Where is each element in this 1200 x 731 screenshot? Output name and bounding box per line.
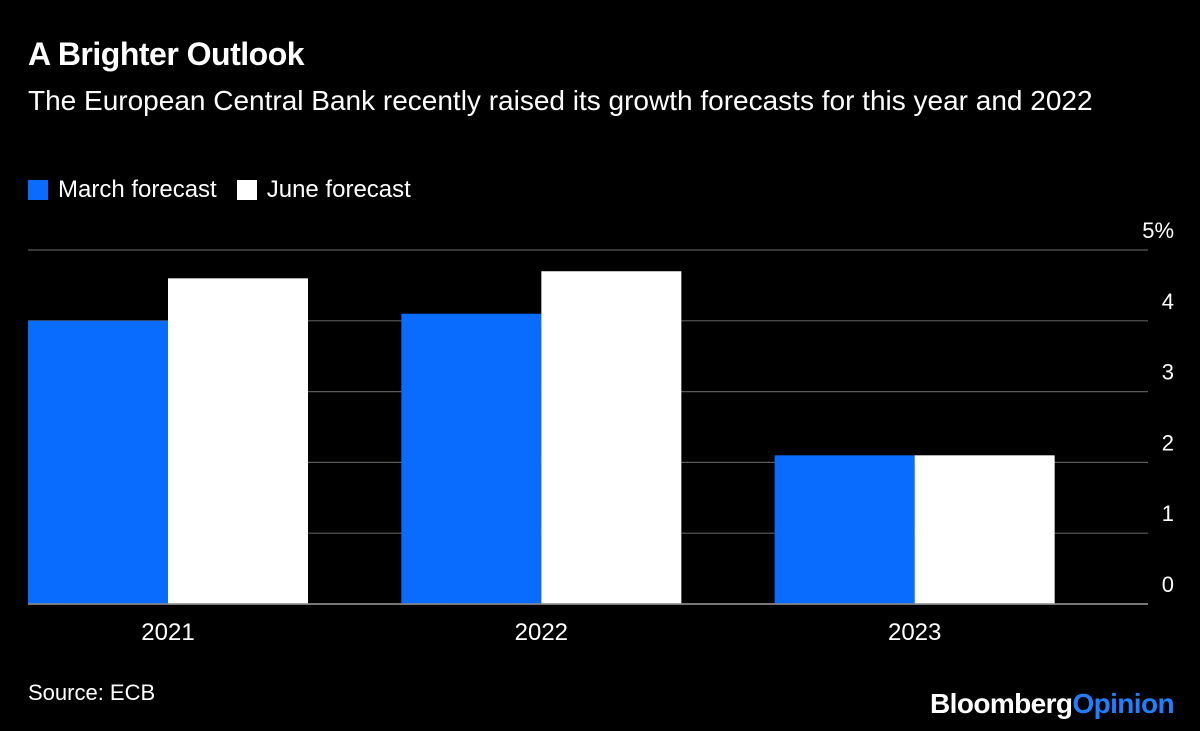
y-tick-label-0: 0 xyxy=(1162,572,1174,597)
source-note: Source: ECB xyxy=(28,680,156,705)
bar-june-2022 xyxy=(541,271,682,604)
y-tick-label-4: 4 xyxy=(1162,289,1174,314)
legend: March forecast June forecast xyxy=(28,176,431,204)
legend-label-march: March forecast xyxy=(58,176,217,203)
bar-march-2021 xyxy=(28,320,168,604)
x-tick-label-2021: 2021 xyxy=(141,619,194,646)
legend-item-june: June forecast xyxy=(236,176,411,204)
chart-subtitle: The European Central Bank recently raise… xyxy=(28,85,1093,116)
y-tick-label-3: 3 xyxy=(1162,360,1174,385)
x-tick-label-2022: 2022 xyxy=(515,619,568,646)
legend-swatch-june xyxy=(236,180,257,200)
bar-march-2022 xyxy=(401,313,542,604)
brand-logo-bloomberg: Bloomberg xyxy=(930,688,1073,719)
legend-item-march: March forecast xyxy=(28,176,217,204)
bar-june-2021 xyxy=(168,278,308,604)
brand-logo-opinion: Opinion xyxy=(1072,688,1174,719)
bar-march-2023 xyxy=(774,455,915,604)
legend-label-june: June forecast xyxy=(266,176,411,203)
y-tick-label-2: 2 xyxy=(1162,430,1174,455)
x-tick-label-2023: 2023 xyxy=(888,619,941,646)
legend-swatch-march xyxy=(28,180,48,200)
brand-logo: BloombergOpinion xyxy=(930,688,1175,720)
y-tick-label-1: 1 xyxy=(1162,501,1174,526)
chart-title: A Brighter Outlook xyxy=(28,36,305,72)
bar-june-2023 xyxy=(914,455,1055,604)
y-tick-label-5: 5% xyxy=(1142,218,1174,243)
